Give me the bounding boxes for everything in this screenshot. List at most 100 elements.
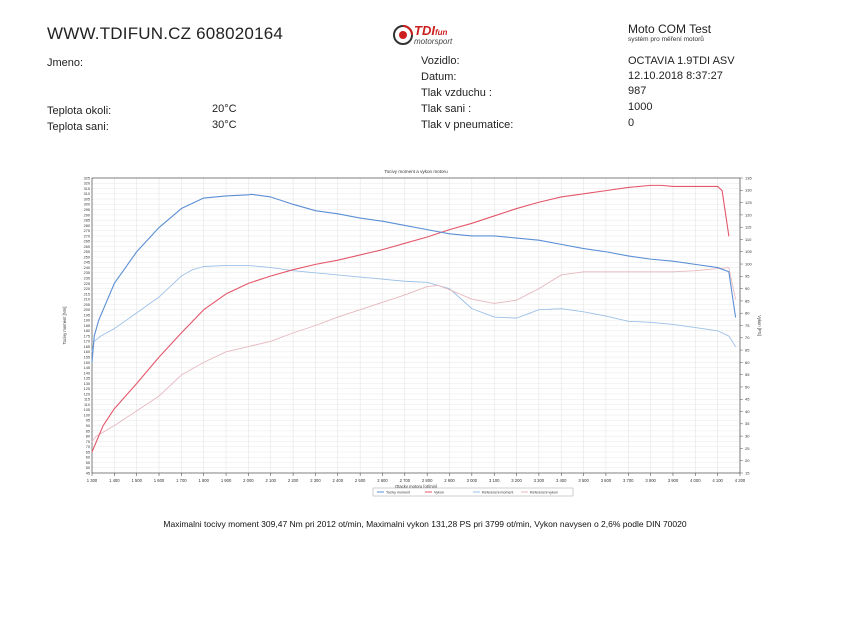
y-right-tick-label: 65 (745, 347, 750, 352)
y-left-tick-label: 310 (84, 192, 90, 196)
y-left-tick-label: 225 (84, 282, 90, 286)
x-tick-label: 3 300 (534, 478, 545, 483)
y-right-tick-label: 60 (745, 360, 750, 365)
logo-wordmark: TDIfun (414, 23, 448, 38)
x-tick-label: 4 000 (690, 478, 701, 483)
y-left-tick-label: 250 (84, 255, 90, 259)
chart-title: Tocivy moment a vykon motoru (384, 169, 448, 174)
x-tick-label: 1 800 (198, 478, 209, 483)
y-right-tick-label: 130 (745, 188, 752, 193)
y-left-tick-label: 235 (84, 271, 90, 275)
y-left-axis-label: Tocivy moment [Nm] (62, 307, 67, 345)
x-tick-label: 1 600 (154, 478, 165, 483)
x-tick-label: 2 600 (377, 478, 388, 483)
y-left-tick-label: 275 (84, 229, 90, 233)
y-right-tick-label: 120 (745, 212, 752, 217)
vozidlo-value: OCTAVIA 1.9TDI ASV (628, 55, 735, 67)
y-right-tick-label: 80 (745, 311, 750, 316)
y-left-tick-label: 110 (84, 403, 90, 407)
x-tick-label: 3 500 (578, 478, 589, 483)
y-left-tick-label: 215 (84, 292, 90, 296)
datum-label: Datum: (421, 71, 457, 83)
y-left-tick-label: 45 (86, 471, 90, 475)
y-right-tick-label: 30 (745, 434, 750, 439)
legend-label: Referencni vykon (530, 490, 558, 494)
y-left-tick-label: 315 (84, 187, 90, 191)
x-tick-label: 3 800 (645, 478, 656, 483)
y-right-tick-label: 135 (745, 175, 752, 180)
y-left-tick-label: 300 (84, 203, 90, 207)
y-left-tick-label: 185 (84, 324, 90, 328)
x-tick-label: 4 200 (735, 478, 746, 483)
series-line-power (91, 184, 730, 453)
y-left-tick-label: 325 (84, 176, 90, 180)
y-left-tick-label: 150 (84, 361, 90, 365)
y-right-tick-label: 45 (745, 397, 750, 402)
x-tick-label: 2 900 (444, 478, 455, 483)
brand-title: Moto COM Test (628, 22, 712, 36)
y-left-tick-label: 305 (84, 197, 90, 201)
logo-subtitle: motorsport (414, 37, 453, 46)
dyno-chart-svg: Tocivy moment a vykon motoru 1 300 1 400 1 … (62, 169, 762, 497)
y-left-tick-label: 65 (86, 450, 90, 454)
y-left-tick-label: 145 (84, 366, 90, 370)
y-left-tick-label: 125 (84, 387, 90, 391)
x-tick-label: 2 000 (243, 478, 254, 483)
x-tick-label: 2 100 (266, 478, 277, 483)
y-left-tick-label: 105 (84, 408, 90, 412)
plot-frame (91, 177, 741, 474)
y-left-tick-label: 295 (84, 208, 90, 212)
teplota-sani-value: 30°C (212, 119, 237, 131)
y-left-tick-label: 115 (84, 398, 90, 402)
y-left-tick-label: 170 (84, 340, 90, 344)
y-left-tick-label: 245 (84, 261, 90, 265)
x-tick-label: 3 200 (511, 478, 522, 483)
tlak-sani-label: Tlak sani : (421, 103, 472, 115)
y-left-tick-label: 285 (84, 219, 90, 223)
y-right-tick-label: 55 (745, 372, 750, 377)
jmeno-label: Jmeno: (47, 57, 84, 69)
y-left-tick-label: 165 (84, 345, 90, 349)
brand-subtitle: systém pro měření motorů (628, 36, 704, 43)
y-left-tick-label: 205 (84, 303, 90, 307)
y-right-tick-label: 50 (745, 384, 750, 389)
y-right-tick-label: 100 (745, 261, 752, 266)
y-left-tick-label: 175 (84, 334, 90, 338)
x-tick-label: 2 200 (288, 478, 299, 483)
tlak-pneu-label: Tlak v pneumatice: (421, 119, 514, 131)
tlak-sani-value: 1000 (628, 101, 653, 113)
x-tick-label: 3 700 (623, 478, 634, 483)
datum-value: 12.10.2018 8:37:27 (628, 70, 723, 82)
x-tick-label: 2 500 (355, 478, 366, 483)
y-left-tick-label: 260 (84, 245, 90, 249)
x-tick-label: 1 300 (87, 478, 98, 483)
site-url-phone: WWW.TDIFUN.CZ 608020164 (47, 24, 284, 43)
y-right-tick-label: 105 (745, 249, 752, 254)
teplota-okoli-label: Teplota okoli: (47, 105, 112, 117)
y-right-tick-label: 110 (745, 237, 752, 242)
series-line-ref-torque (91, 264, 736, 353)
x-tick-label: 2 700 (400, 478, 411, 483)
y-left-tick-label: 90 (86, 424, 90, 428)
y-left-tick-label: 240 (84, 266, 90, 270)
legend-label: Vykon (434, 490, 444, 494)
legend-label: Referencni moment (482, 490, 513, 494)
series-line-ref-power (91, 267, 736, 442)
y-right-tick-label: 35 (745, 421, 750, 426)
y-left-tick-label: 135 (84, 377, 90, 381)
y-left-tick-label: 255 (84, 250, 90, 254)
summary-text: Maximalni tocivy moment 309,47 Nm pri 20… (163, 519, 687, 529)
y-right-tick-label: 85 (745, 298, 750, 303)
teplota-sani-label: Teplota sani: (47, 121, 109, 133)
x-tick-label: 3 000 (467, 478, 478, 483)
legend-label: Tocivy moment (386, 490, 410, 494)
y-right-axis-label: Vykon [PS] (757, 315, 762, 336)
x-axis-label: Otacky motoru [ot/min] (395, 484, 437, 489)
y-left-tick-label: 230 (84, 276, 90, 280)
y-right-tick-label: 15 (745, 470, 750, 475)
y-left-tick-label: 195 (84, 313, 90, 317)
dyno-chart: Tocivy moment a vykon motoru 1 300 1 400 1 … (58, 163, 778, 498)
tdifun-logo: TDIfun motorsport (392, 24, 472, 50)
y-left-tick-label: 320 (84, 182, 90, 186)
x-tick-label: 3 900 (668, 478, 679, 483)
